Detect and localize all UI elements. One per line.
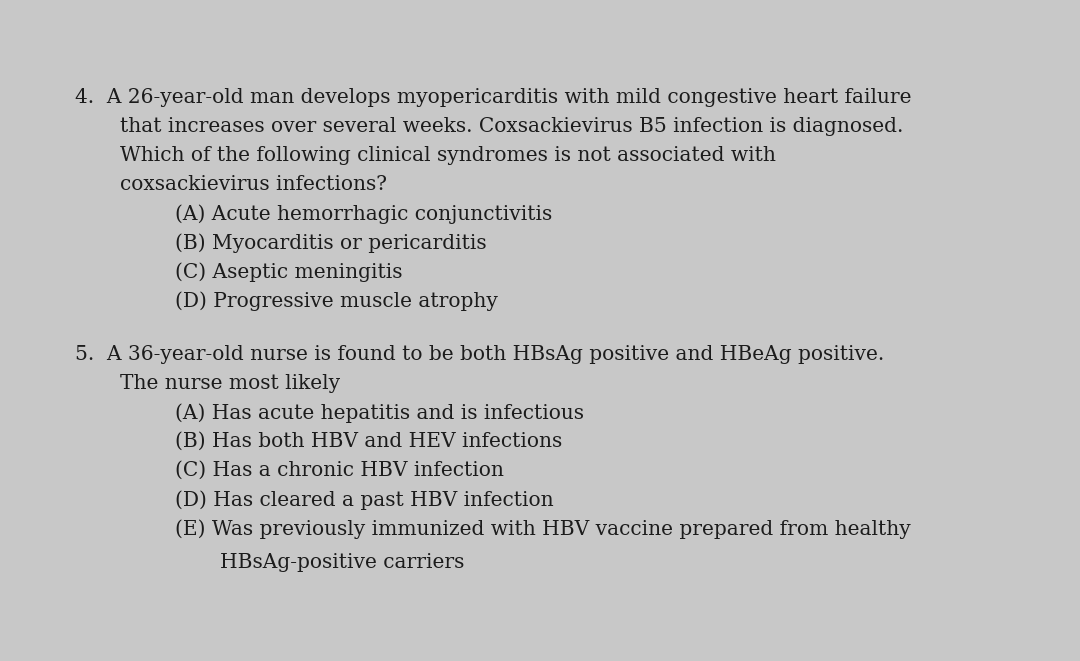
Text: (B) Has both HBV and HEV infections: (B) Has both HBV and HEV infections <box>175 432 563 451</box>
Text: (C) Aseptic meningitis: (C) Aseptic meningitis <box>175 262 403 282</box>
Text: (E) Was previously immunized with HBV vaccine prepared from healthy: (E) Was previously immunized with HBV va… <box>175 519 910 539</box>
Text: HBsAg-positive carriers: HBsAg-positive carriers <box>220 553 464 572</box>
Text: (D) Has cleared a past HBV infection: (D) Has cleared a past HBV infection <box>175 490 554 510</box>
Text: (B) Myocarditis or pericarditis: (B) Myocarditis or pericarditis <box>175 233 487 253</box>
Text: coxsackievirus infections?: coxsackievirus infections? <box>120 175 387 194</box>
Text: (D) Progressive muscle atrophy: (D) Progressive muscle atrophy <box>175 291 498 311</box>
Text: The nurse most likely: The nurse most likely <box>120 374 340 393</box>
Text: Which of the following clinical syndromes is not associated with: Which of the following clinical syndrome… <box>120 146 775 165</box>
Text: (A) Has acute hepatitis and is infectious: (A) Has acute hepatitis and is infectiou… <box>175 403 584 422</box>
Text: 4.  A 26-year-old man develops myopericarditis with mild congestive heart failur: 4. A 26-year-old man develops myopericar… <box>75 88 912 107</box>
Text: (C) Has a chronic HBV infection: (C) Has a chronic HBV infection <box>175 461 504 480</box>
Text: (A) Acute hemorrhagic conjunctivitis: (A) Acute hemorrhagic conjunctivitis <box>175 204 552 223</box>
Text: 5.  A 36-year-old nurse is found to be both HBsAg positive and HBeAg positive.: 5. A 36-year-old nurse is found to be bo… <box>75 345 885 364</box>
Text: that increases over several weeks. Coxsackievirus B5 infection is diagnosed.: that increases over several weeks. Coxsa… <box>120 117 903 136</box>
